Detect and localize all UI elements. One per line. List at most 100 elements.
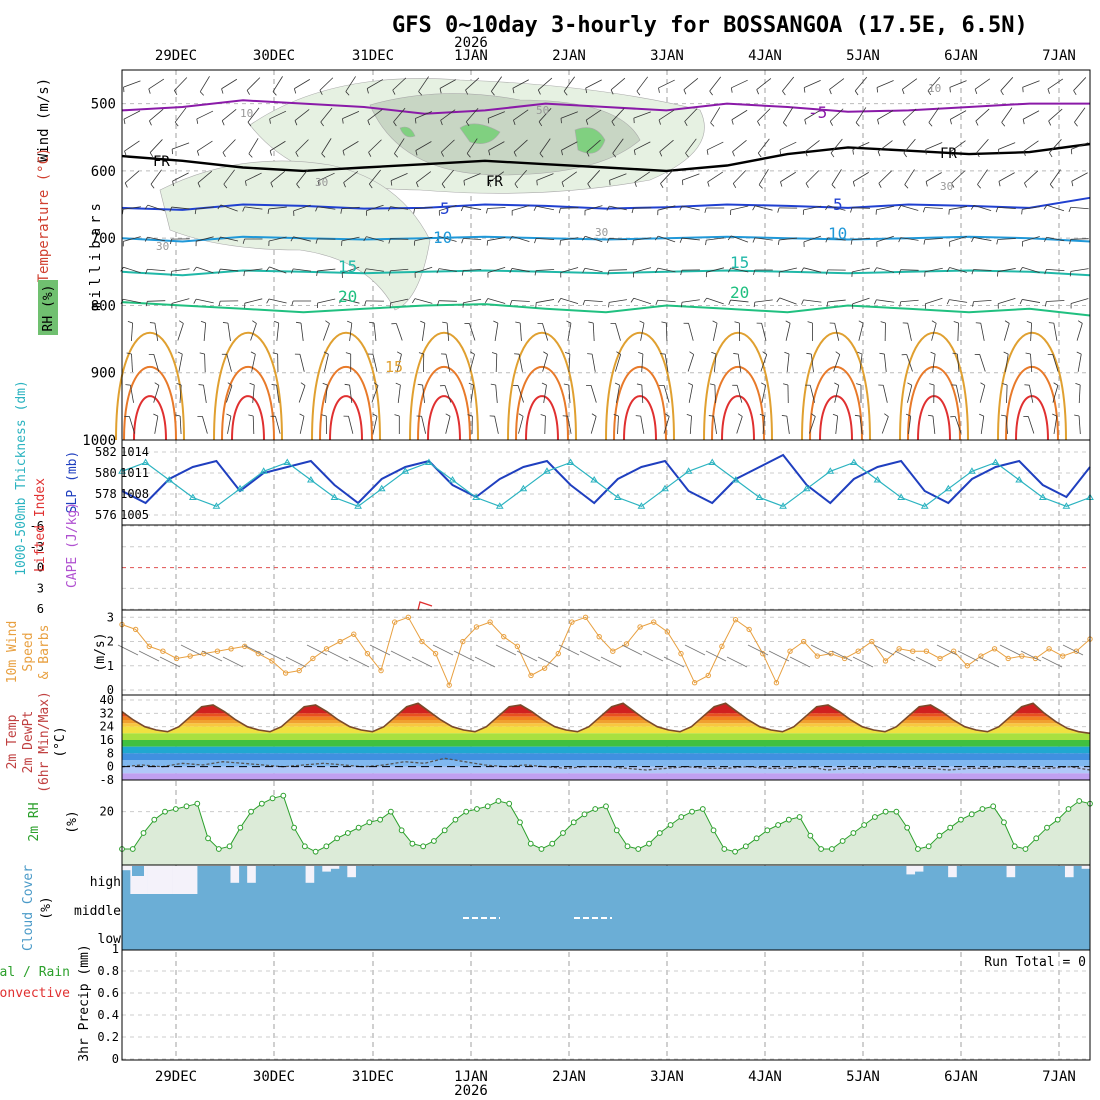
panel-frame bbox=[121, 439, 1091, 526]
wind-barb-flag bbox=[884, 413, 889, 417]
wind-barb bbox=[657, 299, 676, 303]
wind-speed-marker bbox=[855, 648, 861, 654]
wind-barb bbox=[957, 322, 959, 342]
wind-barb-flag bbox=[246, 90, 250, 95]
cloud-high-gap bbox=[180, 866, 190, 894]
wind-barb bbox=[441, 139, 455, 153]
temperature-loop bbox=[417, 365, 471, 441]
wind-barb bbox=[833, 354, 841, 372]
wind-barb bbox=[172, 172, 189, 182]
rh-marker bbox=[764, 827, 771, 834]
rh-legend-swatch bbox=[38, 280, 58, 335]
wind-speed-marker bbox=[323, 646, 330, 652]
wind-barb bbox=[299, 354, 305, 372]
wind-barb-flag bbox=[639, 320, 645, 324]
wind-barb bbox=[465, 107, 479, 123]
rh-marker bbox=[807, 832, 814, 839]
wind-barb bbox=[761, 323, 767, 341]
wind-barb bbox=[1047, 78, 1064, 90]
wind-barb-flag bbox=[801, 299, 804, 305]
rh-marker bbox=[495, 798, 502, 804]
rh-contour-label: 30 bbox=[940, 180, 953, 193]
wind-barb bbox=[513, 109, 529, 121]
cloud-high-gap bbox=[1006, 866, 1016, 878]
wind-barb bbox=[975, 108, 990, 122]
precip-tick-label: 1 bbox=[112, 942, 119, 956]
wind-barb-flag bbox=[753, 269, 756, 275]
wind-barb-flag bbox=[758, 184, 763, 189]
wind-barb-flag bbox=[857, 351, 863, 355]
wind-speed-marker bbox=[555, 650, 561, 657]
rh-marker bbox=[162, 808, 168, 815]
wind-barb bbox=[736, 385, 743, 403]
wind-barb bbox=[440, 109, 456, 121]
wind-barb bbox=[658, 109, 675, 121]
wind-barb bbox=[536, 269, 555, 271]
wind-speed-marker bbox=[378, 667, 384, 674]
wind-barb bbox=[269, 266, 287, 274]
wind-barb-flag bbox=[463, 180, 465, 186]
wind-barb bbox=[268, 236, 287, 242]
wind-barb bbox=[495, 353, 498, 373]
wind-barb-flag bbox=[518, 413, 524, 417]
wind-speed-marker bbox=[773, 680, 780, 686]
wind-barb bbox=[611, 108, 625, 122]
wind-barb-flag bbox=[856, 383, 862, 386]
wind-barb-flag bbox=[1001, 122, 1006, 127]
wind-barb-flag bbox=[977, 184, 982, 189]
wind-barb-flag bbox=[949, 87, 951, 93]
thickness-marker bbox=[566, 458, 575, 465]
wind-barb-flag bbox=[970, 205, 975, 210]
wind-barb bbox=[395, 323, 403, 341]
wind-barb bbox=[491, 76, 502, 92]
li-tick-label: 6 bbox=[37, 602, 44, 616]
wind-barb bbox=[220, 236, 239, 242]
wind-barb-flag bbox=[658, 87, 660, 93]
wind-barb-flag bbox=[638, 351, 644, 355]
wind-barb-flag bbox=[345, 352, 351, 355]
wind-barb bbox=[640, 323, 645, 341]
wind-barb bbox=[488, 141, 505, 151]
wind-barb-flag bbox=[543, 351, 548, 355]
wind10-axis-label: & Barbs bbox=[37, 625, 52, 680]
wind-barb-flag bbox=[902, 120, 906, 126]
wind-barb-flag bbox=[927, 414, 934, 417]
rh-marker bbox=[215, 846, 222, 852]
wind-barb bbox=[196, 110, 214, 120]
rh-marker bbox=[1033, 835, 1040, 842]
wind-barb bbox=[586, 139, 601, 153]
wind-barb-flag bbox=[582, 268, 586, 273]
wind-barb bbox=[244, 298, 263, 304]
wind-barb bbox=[392, 77, 407, 91]
wind-barb-flag bbox=[1049, 152, 1053, 158]
rh-shading bbox=[159, 160, 431, 311]
isotherm-label: 10 bbox=[433, 228, 452, 247]
wind-barb bbox=[591, 354, 596, 372]
wind-barb bbox=[779, 297, 797, 305]
wind-speed-marker bbox=[432, 650, 439, 657]
wind-barb-flag bbox=[170, 271, 173, 277]
temperature-loop bbox=[721, 395, 755, 441]
isotherm-label: 20 bbox=[730, 283, 749, 302]
wind-barb bbox=[1077, 354, 1082, 372]
wind-barb bbox=[1022, 299, 1041, 303]
date-label-top: 30DEC bbox=[253, 48, 295, 64]
wind-barb bbox=[1004, 354, 1009, 372]
wind-barb-flag bbox=[296, 183, 300, 189]
wind-barb bbox=[226, 354, 232, 372]
temperature-loop bbox=[329, 395, 363, 441]
wind-barb-flag bbox=[559, 240, 561, 246]
temp-color-band bbox=[122, 740, 1090, 747]
wind-barb bbox=[951, 170, 966, 184]
wind-barb bbox=[318, 172, 335, 182]
wind-barb bbox=[396, 354, 402, 372]
wind-barb-flag bbox=[1044, 301, 1047, 307]
wind-barb bbox=[657, 205, 676, 211]
wind10-barb bbox=[138, 650, 160, 662]
wind-barb bbox=[979, 354, 986, 372]
rh-fill bbox=[122, 795, 1090, 865]
rh-marker bbox=[689, 808, 695, 815]
wind-barb bbox=[973, 204, 992, 212]
thickness-marker bbox=[731, 476, 740, 483]
wind-barb bbox=[973, 299, 992, 303]
